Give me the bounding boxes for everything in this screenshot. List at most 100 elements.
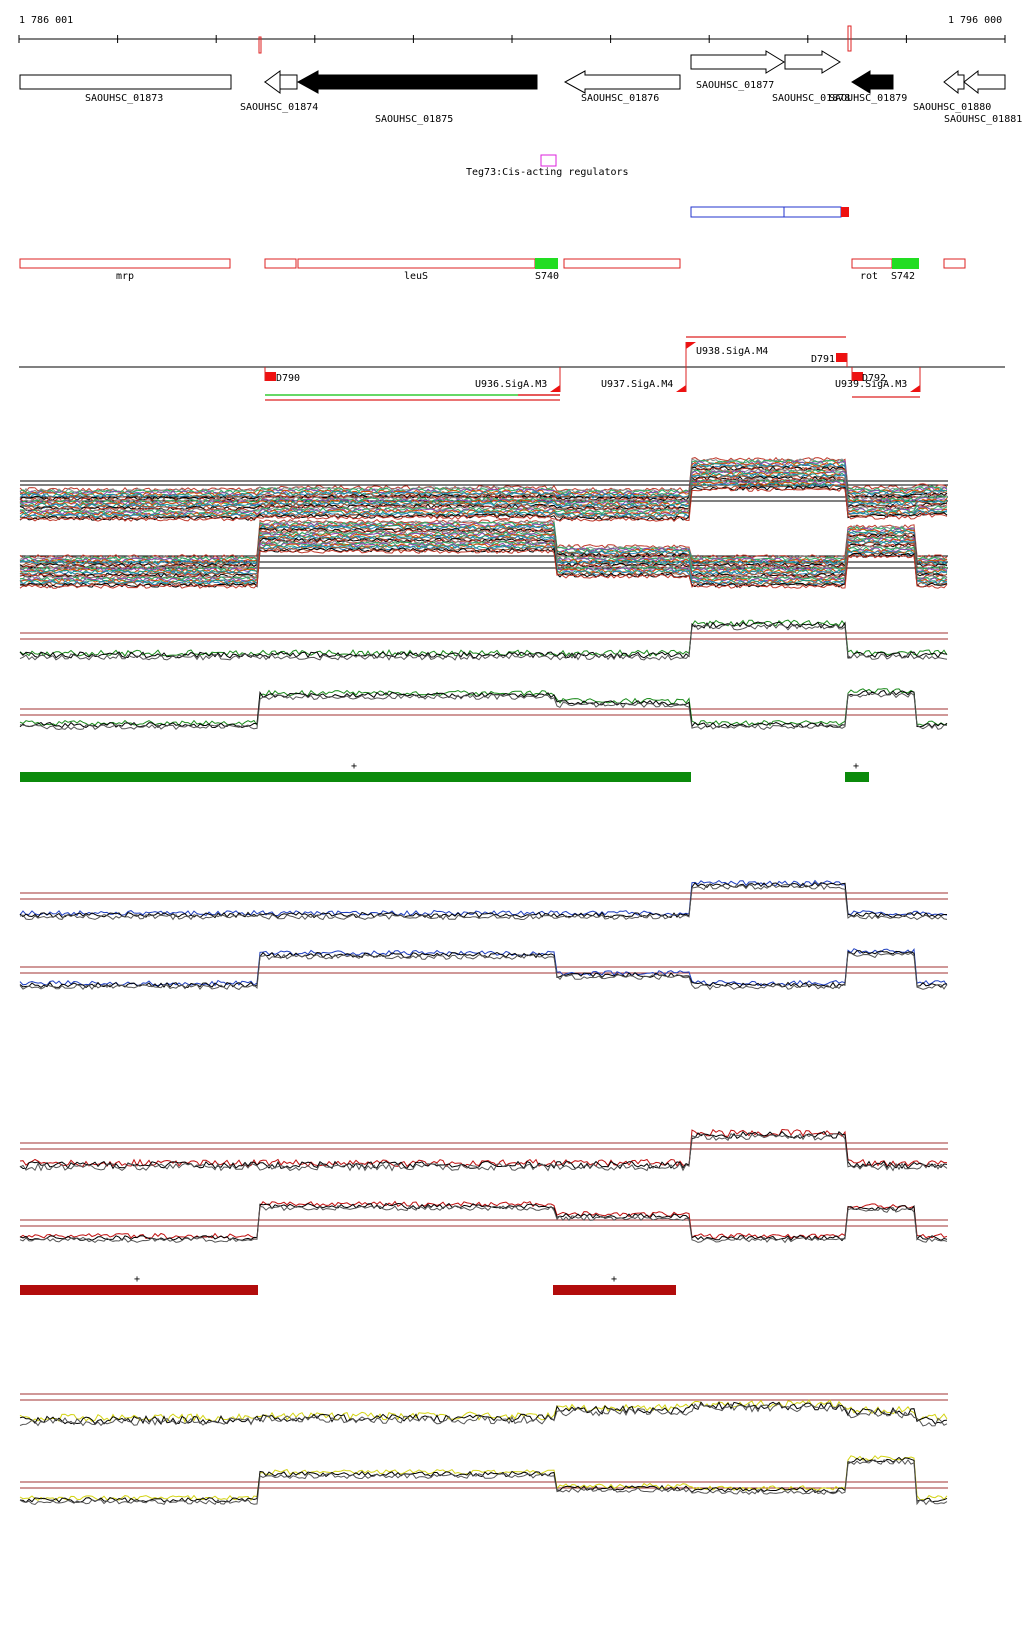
expression-line[interactable] <box>19 529 948 571</box>
expression-line[interactable] <box>19 619 948 657</box>
expression-panel <box>19 619 948 661</box>
segment-mark: + <box>351 761 357 772</box>
segment-bar-red[interactable] <box>553 1285 676 1295</box>
segment-mark: + <box>134 1274 140 1285</box>
expression-line[interactable] <box>19 537 948 579</box>
expression-line[interactable] <box>19 486 948 523</box>
expression-line[interactable] <box>19 485 948 521</box>
operon-track: mrp leuS S740 rot S742 <box>19 258 966 282</box>
expression-line[interactable] <box>19 484 948 520</box>
expression-line[interactable] <box>19 523 948 564</box>
expression-line[interactable] <box>19 458 948 494</box>
expression-line[interactable] <box>19 689 948 729</box>
expression-line[interactable] <box>19 472 948 508</box>
expression-line[interactable] <box>19 1402 948 1427</box>
expression-line[interactable] <box>19 476 948 512</box>
tu-marker[interactable] <box>852 372 863 381</box>
expression-tracks <box>19 456 948 1506</box>
gene-arrow[interactable] <box>19 74 232 90</box>
operon-box[interactable] <box>297 258 536 269</box>
ruler-ticks <box>18 35 1006 43</box>
gene-arrow[interactable] <box>851 70 894 94</box>
gene-label: SAOUHSC_01878 <box>772 93 850 104</box>
expression-panel <box>19 688 948 731</box>
gene-arrow[interactable] <box>784 50 841 74</box>
expression-line[interactable] <box>19 1202 948 1242</box>
gene-arrow[interactable] <box>296 70 538 94</box>
operon-box[interactable] <box>563 258 681 269</box>
expression-line[interactable] <box>19 1459 948 1506</box>
gene-label: SAOUHSC_01875 <box>375 114 453 125</box>
srna-box[interactable] <box>535 258 558 269</box>
expression-line[interactable] <box>19 518 948 560</box>
expression-line[interactable] <box>19 479 948 515</box>
operon-box[interactable] <box>264 258 297 269</box>
expression-line[interactable] <box>19 522 948 563</box>
feature-track <box>690 206 849 218</box>
gene-label: SAOUHSC_01881 <box>944 114 1022 125</box>
tu-marker[interactable] <box>265 372 276 381</box>
tu-label-d790: D790 <box>276 373 300 384</box>
feature-box[interactable] <box>690 206 842 218</box>
gene-label: SAOUHSC_01873 <box>85 93 163 104</box>
expression-line[interactable] <box>19 950 948 989</box>
expression-line[interactable] <box>19 1456 948 1504</box>
expression-line[interactable] <box>19 548 948 589</box>
expression-line[interactable] <box>19 947 948 987</box>
gene-arrow[interactable] <box>563 70 681 94</box>
ruler-end-label: 1 796 000 <box>948 15 1002 26</box>
srna-box[interactable] <box>892 258 919 269</box>
expression-panel <box>19 1455 948 1506</box>
operon-box[interactable] <box>943 258 966 269</box>
expression-line[interactable] <box>19 623 948 661</box>
expression-line[interactable] <box>19 464 948 500</box>
expression-line[interactable] <box>19 536 948 577</box>
ruler: 1 786 001 1 796 000 <box>18 15 1006 54</box>
gene-label: SAOUHSC_01879 <box>829 93 907 104</box>
expression-panel <box>19 1200 948 1244</box>
cis-regulator-box[interactable] <box>540 154 557 167</box>
gene-arrow[interactable] <box>690 50 785 74</box>
operon-box[interactable] <box>19 258 231 269</box>
tu-label-u937: U937.SigA.M4 <box>601 379 673 390</box>
gene-arrow[interactable] <box>963 69 1006 95</box>
expression-line[interactable] <box>19 524 948 565</box>
expression-line[interactable] <box>19 879 948 917</box>
position-marker <box>258 36 262 54</box>
tu-label-u939: U939.SigA.M3 <box>835 379 907 390</box>
expression-line[interactable] <box>19 463 948 499</box>
segment-bar-red[interactable] <box>20 1285 258 1295</box>
tu-label-u938: U938.SigA.M4 <box>696 346 768 357</box>
expression-line[interactable] <box>19 1204 948 1244</box>
gene-arrow[interactable] <box>943 69 965 95</box>
segment-bar-green[interactable] <box>845 772 869 782</box>
tu-label-u936: U936.SigA.M3 <box>475 379 547 390</box>
expression-line[interactable] <box>19 546 948 587</box>
cis-regulator-label: Teg73:Cis-acting regulators <box>466 167 629 178</box>
expression-line[interactable] <box>19 884 948 921</box>
operon-label-mrp: mrp <box>116 271 134 282</box>
expression-line[interactable] <box>19 1128 947 1168</box>
expression-line[interactable] <box>19 547 948 588</box>
expression-line[interactable] <box>19 692 948 731</box>
expression-line[interactable] <box>19 1200 948 1239</box>
expression-line[interactable] <box>19 1455 948 1502</box>
expression-line[interactable] <box>19 1399 948 1424</box>
tu-marker[interactable] <box>836 353 847 362</box>
expression-line[interactable] <box>19 952 948 991</box>
expression-line[interactable] <box>19 1132 948 1172</box>
gene-track: SAOUHSC_01873 SAOUHSC_01874 SAOUHSC_0187… <box>19 50 1022 125</box>
expression-line[interactable] <box>20 541 948 582</box>
expression-line[interactable] <box>19 532 948 573</box>
operon-box[interactable] <box>851 258 893 269</box>
expression-line[interactable] <box>19 471 948 507</box>
segment-bar-green[interactable] <box>20 772 691 782</box>
expression-line[interactable] <box>19 688 948 727</box>
operon-label-rot: rot <box>860 271 878 282</box>
expression-line[interactable] <box>19 466 948 503</box>
expression-line[interactable] <box>19 469 948 505</box>
expression-line[interactable] <box>19 1130 948 1170</box>
expression-line[interactable] <box>19 881 947 919</box>
expression-line[interactable] <box>19 1401 948 1425</box>
operon-label-leus: leuS <box>404 271 428 282</box>
